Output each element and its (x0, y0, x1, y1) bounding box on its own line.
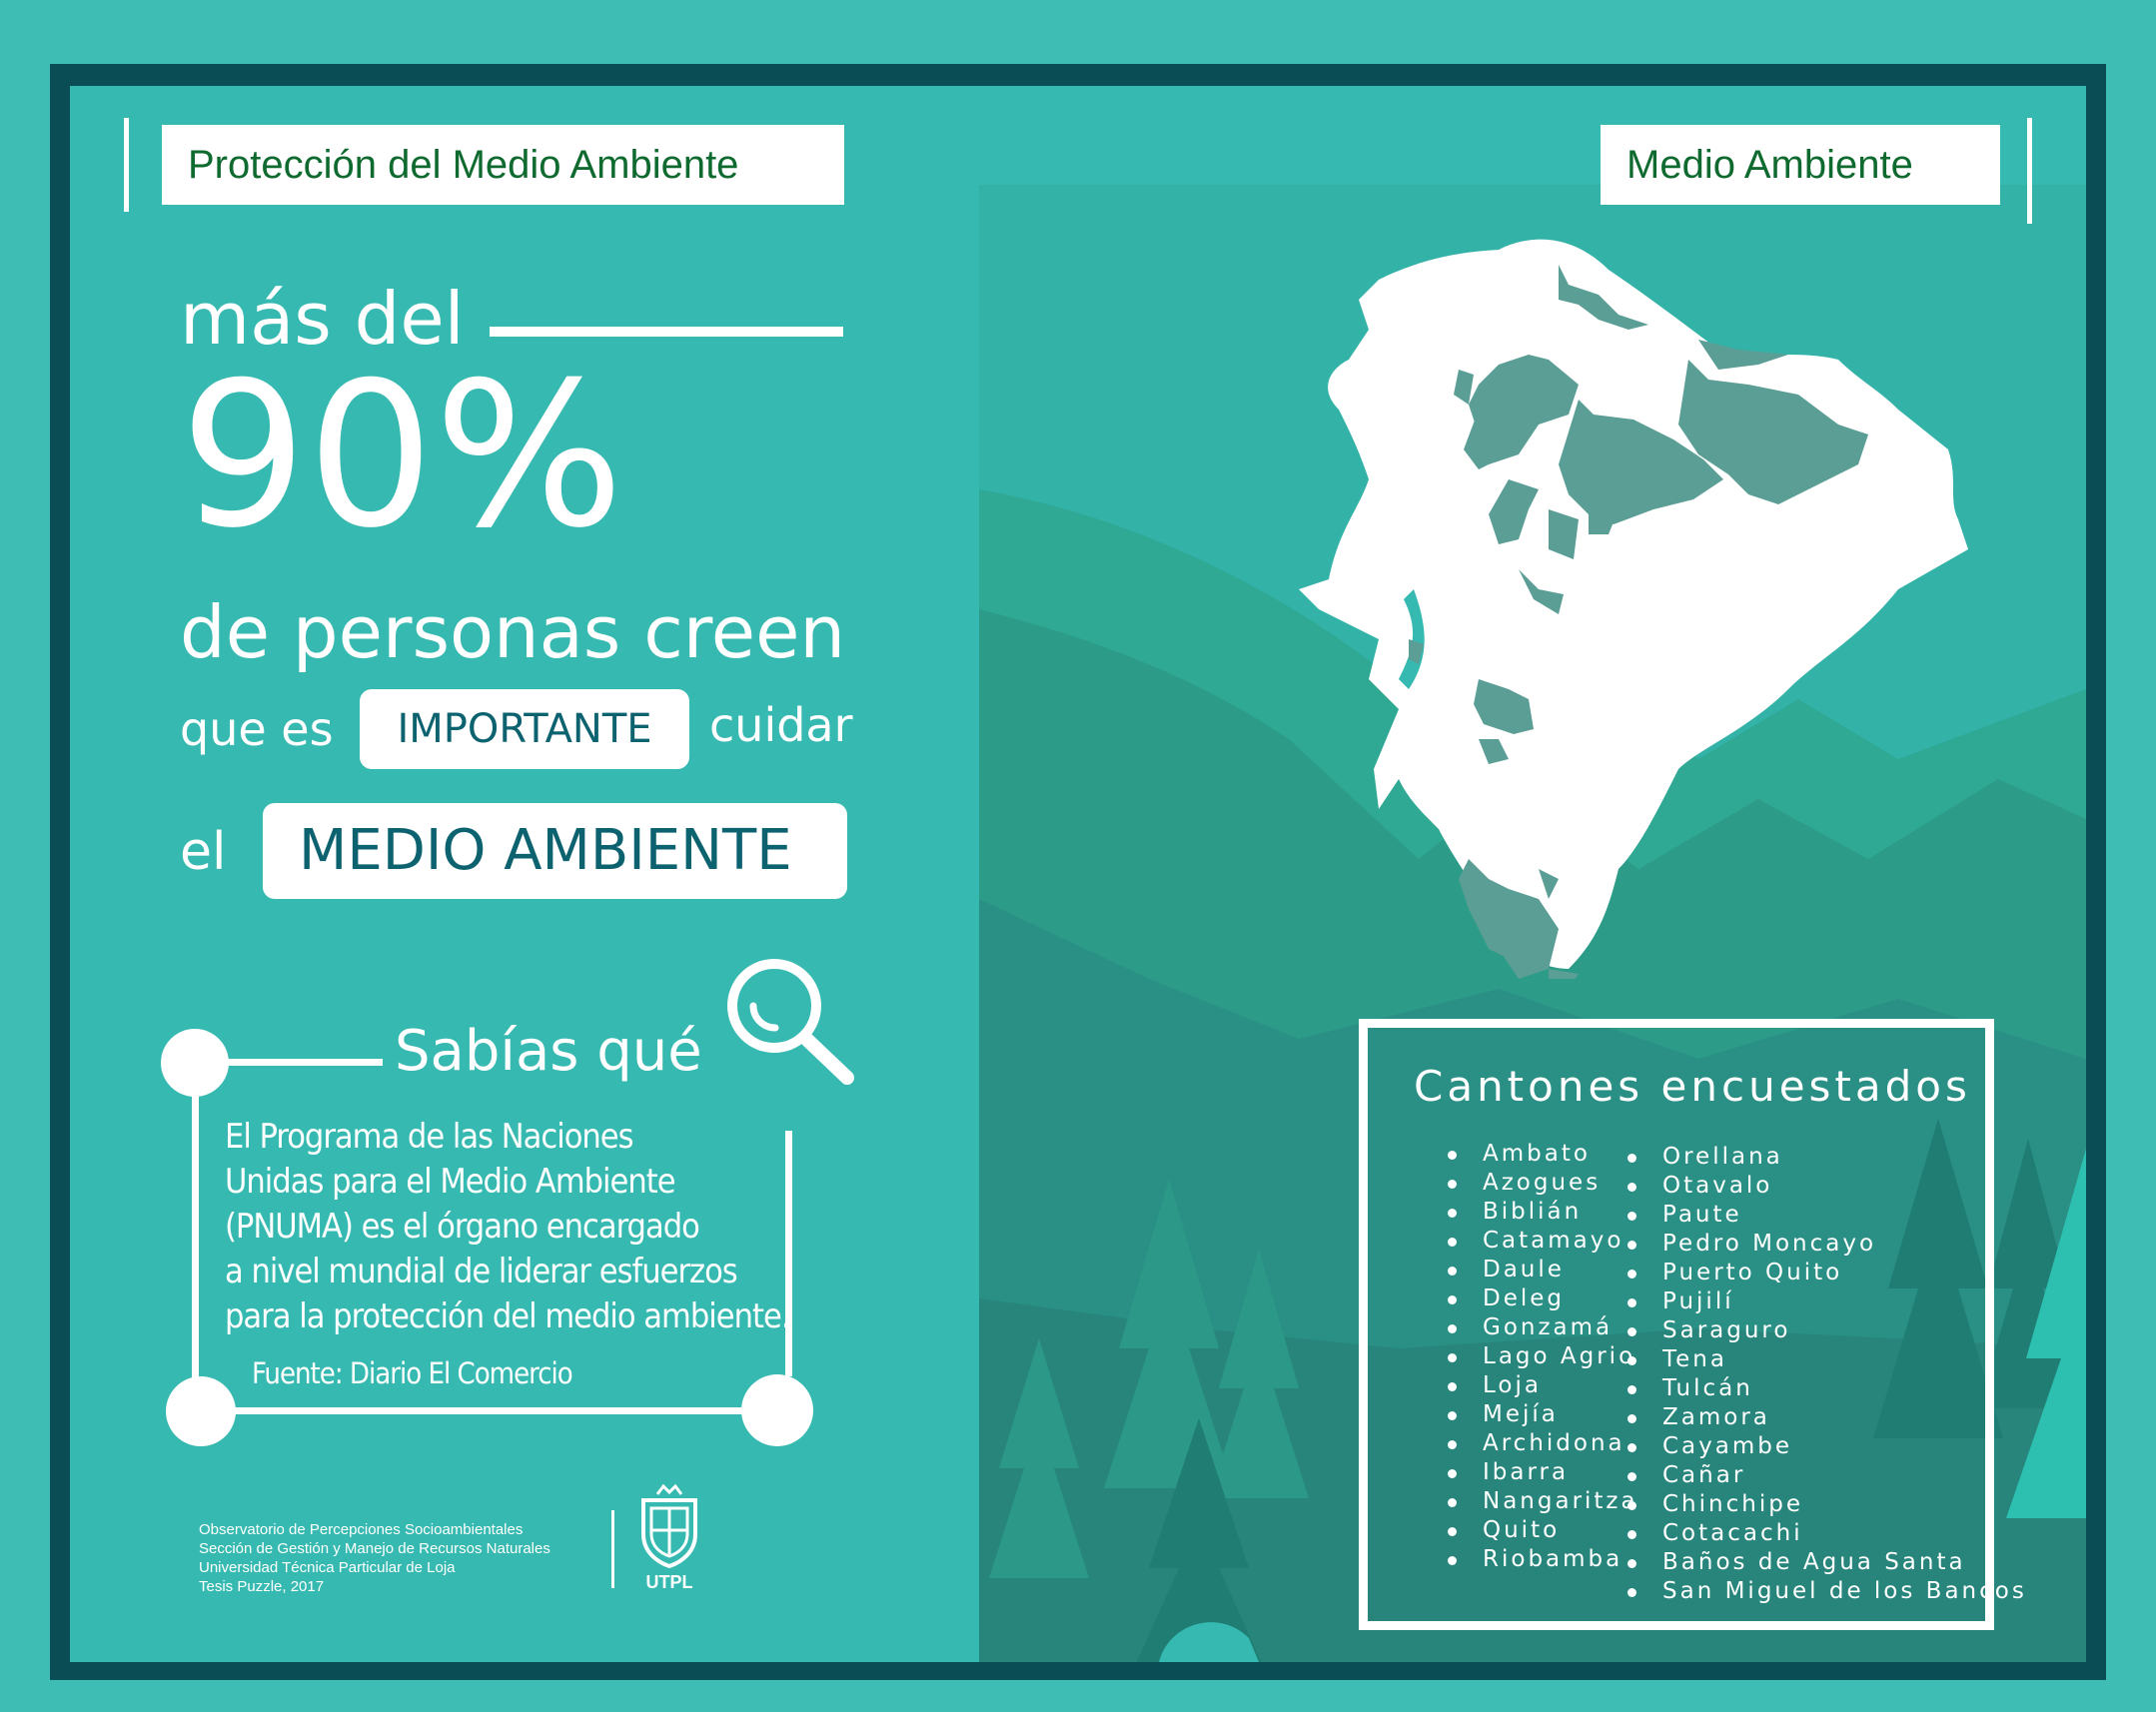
utpl-crest-icon (641, 1484, 697, 1569)
canton-item: Cayambe (1627, 1432, 2027, 1461)
left-header-bar (124, 118, 129, 212)
stat-line-1: de personas creen (180, 590, 846, 674)
cantons-panel: Cantones encuestados Ambato Azogues Bibl… (1359, 1019, 2024, 1630)
canton-item: Mejía (1448, 1400, 1638, 1429)
canton-item: Catamayo (1448, 1227, 1638, 1256)
utpl-logo: UTPL (629, 1484, 709, 1598)
canton-item: Orellana (1627, 1143, 2027, 1172)
canton-item: Otavalo (1627, 1172, 2027, 1201)
footer-line: Sección de Gestión y Manejo de Recursos … (199, 1540, 550, 1557)
cantons-list-col1: Ambato Azogues Biblián Catamayo Daule De… (1448, 1140, 1638, 1574)
canton-item: Daule (1448, 1256, 1638, 1284)
footer-credits: Observatorio de Percepciones Socioambien… (199, 1520, 550, 1596)
fact-top-left-dot (161, 1029, 229, 1097)
section-tag: Protección del Medio Ambiente (162, 125, 844, 205)
fact-line: para la protección del medio ambiente. (225, 1296, 790, 1336)
canton-item: Deleg (1448, 1284, 1638, 1313)
canton-item: Riobamba (1448, 1545, 1638, 1574)
canton-item: Quito (1448, 1516, 1638, 1545)
footer-divider (611, 1510, 614, 1588)
fact-source: Fuente: Diario El Comercio (252, 1356, 573, 1390)
ecuador-map-icon (1299, 239, 1968, 979)
canton-item: Ambato (1448, 1140, 1638, 1169)
canton-item: Saraguro (1627, 1316, 2027, 1345)
stat-line-2-pre: que es (180, 702, 334, 756)
canton-item: Pujilí (1627, 1287, 2027, 1316)
stat-intro-rule (490, 327, 843, 337)
canton-item: Cotacachi (1627, 1519, 2027, 1548)
fact-bottom-rule (226, 1407, 751, 1414)
stat-percent: 90% (180, 340, 624, 572)
footer-line: Universidad Técnica Particular de Loja (199, 1559, 456, 1576)
footer-line: Observatorio de Percepciones Socioambien… (199, 1521, 524, 1538)
canton-item: Biblián (1448, 1198, 1638, 1227)
canton-item: San Miguel de los Bancos (1627, 1577, 2027, 1606)
canton-item: Baños de Agua Santa (1627, 1548, 2027, 1577)
canton-item: Chinchipe (1627, 1490, 2027, 1519)
utpl-logo-text: UTPL (645, 1572, 693, 1592)
fact-line: a nivel mundial de liderar esfuerzos (225, 1252, 738, 1291)
canton-item: Tulcán (1627, 1374, 2027, 1403)
cantons-list-col2: Orellana Otavalo Paute Pedro Moncayo Pue… (1627, 1143, 2027, 1606)
importante-box: IMPORTANTE (360, 689, 689, 769)
fact-line: El Programa de las Naciones (225, 1117, 634, 1157)
stat-line-3-pre: el (180, 822, 227, 882)
canton-item: Lago Agrio (1448, 1342, 1638, 1371)
stat-line-2-post: cuidar (709, 698, 853, 752)
fact-title: Sabías qué (395, 1019, 702, 1084)
canton-item: Loja (1448, 1371, 1638, 1400)
canton-item: Gonzamá (1448, 1313, 1638, 1342)
canton-item: Pedro Moncayo (1627, 1230, 2027, 1259)
right-header-bar (2027, 118, 2032, 224)
medio-ambiente-box: MEDIO AMBIENTE (263, 803, 847, 899)
fact-right-rule (785, 1131, 792, 1376)
fact-title-rule (228, 1059, 383, 1066)
magnifier-icon (727, 959, 854, 1085)
canton-item: Puerto Quito (1627, 1259, 2027, 1287)
fact-bottom-left-dot (166, 1376, 236, 1446)
canton-item: Paute (1627, 1201, 2027, 1230)
canton-item: Zamora (1627, 1403, 2027, 1432)
canton-item: Azogues (1448, 1169, 1638, 1198)
fact-left-rule (192, 1095, 199, 1378)
fact-line: (PNUMA) es el órgano encargado (225, 1207, 700, 1247)
cantons-title: Cantones encuestados (1414, 1062, 1971, 1111)
stat-intro: más del (180, 277, 465, 361)
canton-item: Ibarra (1448, 1458, 1638, 1487)
fact-line: Unidas para el Medio Ambiente (225, 1162, 676, 1202)
canton-item: Tena (1627, 1345, 2027, 1374)
footer-line: Tesis Puzzle, 2017 (199, 1578, 325, 1595)
canton-item: Nangaritza (1448, 1487, 1638, 1516)
topic-tag: Medio Ambiente (1601, 125, 2000, 205)
canton-item: Cañar (1627, 1461, 2027, 1490)
fact-bottom-right-dot (741, 1374, 813, 1446)
canton-item: Archidona (1448, 1429, 1638, 1458)
